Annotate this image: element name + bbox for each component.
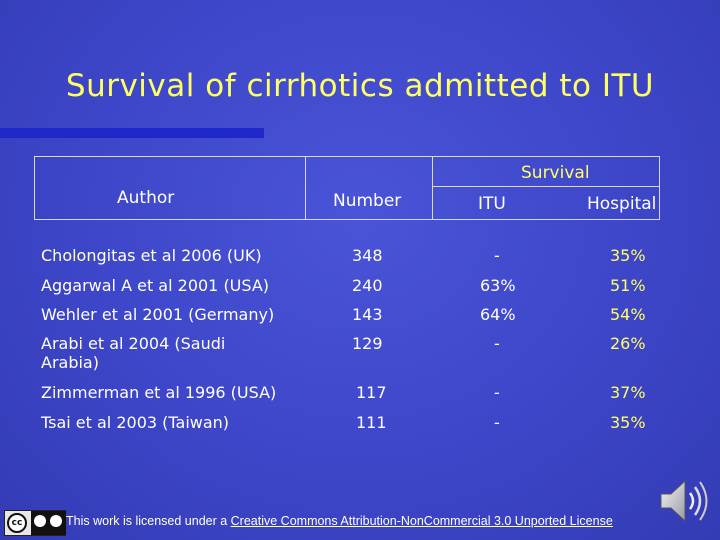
cell-author: Aggarwal A et al 2001 (USA): [41, 276, 270, 295]
header-survival: Survival: [521, 163, 590, 183]
cell-number: 143: [352, 305, 383, 324]
cell-number: 348: [352, 246, 383, 265]
cell-number: 117: [356, 383, 387, 402]
cell-itu: -: [494, 334, 500, 353]
survival-subheader-line: [432, 186, 660, 187]
survival-table: Author Number Survival ITU Hospital Chol…: [34, 156, 660, 432]
license-text: This work is licensed under a Creative C…: [66, 514, 613, 528]
header-author: Author: [117, 188, 175, 208]
header-divider-2: [432, 156, 433, 220]
cell-itu: -: [494, 383, 500, 402]
license-footer: cc This work is licensed under a Creativ…: [0, 506, 720, 540]
cell-number: 240: [352, 276, 383, 295]
cell-hospital: 51%: [610, 276, 646, 295]
nc-icon: [50, 515, 62, 527]
title-underline-bar: [0, 128, 264, 138]
by-icon: [34, 515, 46, 527]
cell-hospital: 26%: [610, 334, 646, 353]
header-hospital: Hospital: [587, 194, 657, 214]
slide-title: Survival of cirrhotics admitted to ITU: [65, 68, 655, 104]
cell-number: 111: [356, 413, 387, 432]
cell-hospital: 35%: [610, 413, 646, 432]
speaker-icon[interactable]: [657, 474, 709, 528]
cell-itu: 64%: [480, 305, 516, 324]
cell-number: 129: [352, 334, 383, 353]
cell-itu: -: [494, 246, 500, 265]
cell-hospital: 37%: [610, 383, 646, 402]
license-prefix: This work is licensed under a: [66, 514, 231, 528]
cell-hospital: 54%: [610, 305, 646, 324]
cell-itu: 63%: [480, 276, 516, 295]
cell-author: Zimmerman et al 1996 (USA): [41, 383, 277, 402]
cell-author: Wehler et al 2001 (Germany): [41, 305, 275, 324]
cc-terms-icons: [31, 511, 66, 535]
header-itu: ITU: [478, 194, 506, 214]
license-link[interactable]: Creative Commons Attribution-NonCommerci…: [230, 514, 613, 528]
cc-license-icon[interactable]: cc: [4, 510, 66, 536]
cell-author: Cholongitas et al 2006 (UK): [41, 246, 262, 265]
cell-author: Arabi et al 2004 (Saudi Arabia): [41, 334, 226, 372]
header-number: Number: [333, 191, 402, 211]
cell-itu: -: [494, 413, 500, 432]
header-frame: [34, 156, 660, 220]
cc-logo: cc: [7, 513, 27, 533]
cell-hospital: 35%: [610, 246, 646, 265]
header-divider-1: [305, 156, 306, 220]
cell-author: Tsai et al 2003 (Taiwan): [41, 413, 230, 432]
